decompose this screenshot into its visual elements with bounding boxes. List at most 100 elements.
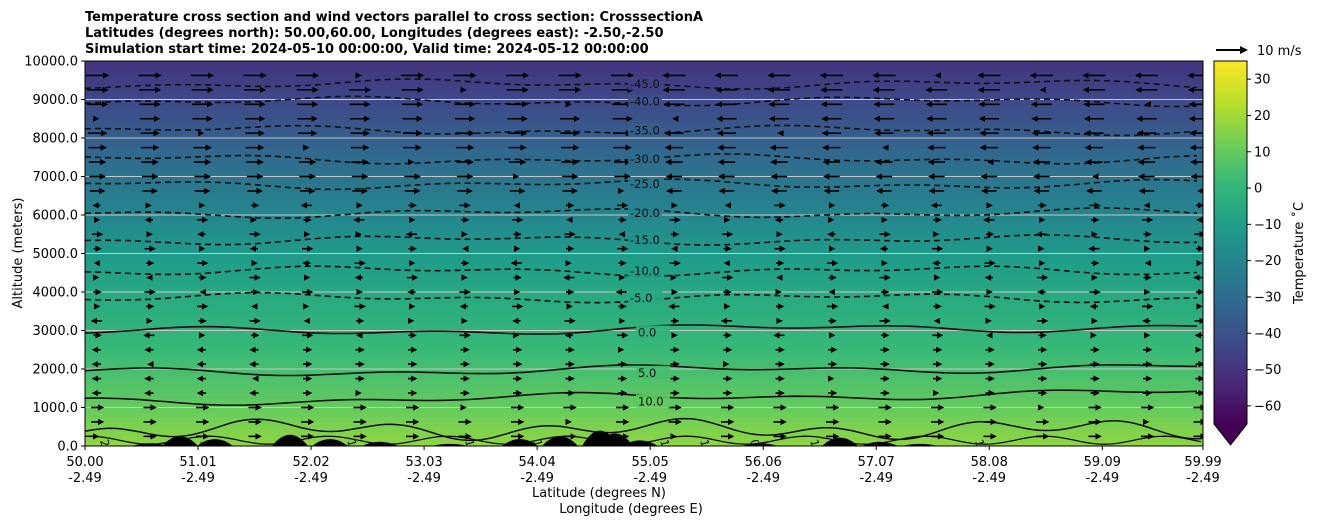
- temperature-band: [85, 258, 1203, 264]
- x-tick-label-lon: -2.49: [1186, 471, 1220, 486]
- contour-label: -20.0: [630, 206, 660, 220]
- temperature-band: [85, 426, 1203, 433]
- temperature-band: [85, 229, 1203, 235]
- temperature-band: [85, 354, 1203, 360]
- temperature-band: [85, 248, 1203, 255]
- y-tick-label: 0.0: [57, 440, 78, 455]
- contour-label: 20.0: [97, 438, 117, 466]
- temperature-band: [85, 417, 1203, 423]
- y-tick-label: 8000.0: [33, 132, 79, 147]
- x-tick-label-lon: -2.49: [68, 471, 102, 486]
- title-line-2: Latitudes (degrees north): 50.00,60.00, …: [85, 26, 664, 41]
- temperature-band: [85, 171, 1203, 178]
- temperature-band: [85, 190, 1203, 197]
- contour-label: 15.0: [462, 438, 482, 466]
- temperature-band: [85, 142, 1203, 149]
- y-tick-label: 5000.0: [33, 247, 79, 262]
- x-tick-label-lat: 52.02: [292, 455, 329, 470]
- temperature-band: [85, 89, 1203, 96]
- contour-label: -40.0: [630, 94, 660, 108]
- temperature-band: [85, 436, 1203, 442]
- colorbar-label: Temperature ˚C: [1291, 202, 1307, 305]
- colorbar-ticks: 30 20 10 0 −10 −20 −30 −40 −50 −60: [1247, 73, 1281, 414]
- contour-label: -45.0: [630, 77, 660, 91]
- x-tick-label-lon: -2.49: [1085, 471, 1119, 486]
- contour-line: [85, 234, 1198, 246]
- temperature-band: [85, 61, 1203, 67]
- contour-line: [85, 153, 1198, 165]
- temperature-band: [85, 359, 1203, 365]
- contour-line: [85, 124, 1198, 137]
- temperature-band: [85, 407, 1203, 413]
- x-axis: 50.00-2.4951.01-2.4952.02-2.4953.03-2.49…: [66, 446, 1222, 486]
- contour-label: -10.0: [630, 264, 660, 278]
- colorbar-tick-label: −60: [1254, 399, 1281, 414]
- x-tick-label-lon: -2.49: [407, 471, 441, 486]
- x-tick-label-lat: 58.08: [971, 455, 1008, 470]
- colorbar-tick-label: 10: [1254, 145, 1271, 160]
- contour-label: -25.0: [630, 177, 660, 191]
- contour-label: -30.0: [630, 152, 660, 166]
- x-tick-label-lat: 59.99: [1184, 455, 1221, 470]
- temperature-band: [85, 166, 1203, 173]
- temperature-band: [85, 138, 1203, 144]
- chart-title: Temperature cross section and wind vecto…: [85, 10, 703, 57]
- x-tick-label-lat: 54.04: [519, 455, 556, 470]
- contour-line: [85, 417, 1202, 442]
- temperature-band: [85, 412, 1203, 418]
- temperature-band: [85, 431, 1203, 437]
- contour-label: 0.0: [747, 438, 765, 459]
- wind-key: 10 m/s: [1216, 44, 1302, 59]
- x-tick-label-lon: -2.49: [181, 471, 215, 486]
- y-tick-label: 9000.0: [33, 93, 79, 108]
- contour-line: [85, 78, 1198, 90]
- x-tick-label-lat: 53.03: [405, 455, 442, 470]
- colorbar-tick-label: −30: [1254, 290, 1281, 305]
- temperature-band: [85, 195, 1203, 202]
- contour-label-bg: [628, 152, 662, 166]
- y-tick-label: 6000.0: [33, 209, 79, 224]
- contour-line: [85, 178, 1198, 191]
- colorbar-extend-min: [1214, 424, 1247, 445]
- temperature-band: [85, 378, 1203, 385]
- x-tick-label-lon: -2.49: [746, 471, 780, 486]
- contour-label-bg: [628, 233, 662, 247]
- title-line-3: Simulation start time: 2024-05-10 00:00:…: [85, 42, 649, 57]
- y-axis: 0.0 1000.0 2000.0 3000.0 4000.0 5000.0 6000.0 7…: [24, 55, 85, 455]
- x-tick-label-lat: 50.00: [66, 455, 103, 470]
- temperature-band: [85, 70, 1203, 77]
- temperature-band: [85, 320, 1203, 327]
- contour-label: 15.0: [807, 438, 827, 466]
- contour-line: [85, 364, 1197, 377]
- x-tick-label-lat: 59.09: [1084, 455, 1121, 470]
- contour-line: [85, 291, 1198, 304]
- contour-label: -5.0: [630, 291, 652, 305]
- colorbar-tick-label: −50: [1254, 363, 1281, 378]
- temperature-band: [85, 301, 1203, 308]
- x-tick-label-lat: 56.06: [745, 455, 782, 470]
- temperature-band: [85, 388, 1203, 394]
- colorbar-tick-label: −40: [1254, 327, 1281, 342]
- temperature-band: [85, 253, 1203, 259]
- contour-label-bg: [628, 77, 662, 91]
- contour-label: 0.0: [638, 325, 656, 339]
- temperature-band: [85, 287, 1203, 293]
- temperature-band: [85, 306, 1203, 312]
- contour-label-bg: [628, 263, 662, 277]
- contour-label-bg: [628, 290, 662, 304]
- colorbar: 30 20 10 0 −10 −20 −30 −40 −50 −60 Temperature ˚C: [1213, 60, 1307, 446]
- y-tick-label: 4000.0: [33, 286, 79, 301]
- terrain-silhouette: [85, 430, 1203, 446]
- temperature-band: [85, 147, 1203, 154]
- temperature-band: [85, 65, 1203, 72]
- contour-label: 15.0: [657, 438, 677, 466]
- x-tick-label-lon: -2.49: [294, 471, 328, 486]
- plot-area: -45.0 -40.0 -35.0 -30.0 -25.0 -20.0 -15.0 -10.0…: [85, 61, 1203, 466]
- y-tick-label: 2000.0: [33, 363, 79, 378]
- x-tick-label-lon: -2.49: [859, 471, 893, 486]
- wind-key-arrowhead: [1240, 46, 1248, 54]
- temperature-band: [85, 340, 1203, 346]
- temperature-band: [85, 243, 1203, 250]
- contour-labels: -45.0 -40.0 -35.0 -30.0 -25.0 -20.0 -15.0 -10.0…: [97, 77, 992, 466]
- x-tick-label-lat: 55.05: [632, 455, 669, 470]
